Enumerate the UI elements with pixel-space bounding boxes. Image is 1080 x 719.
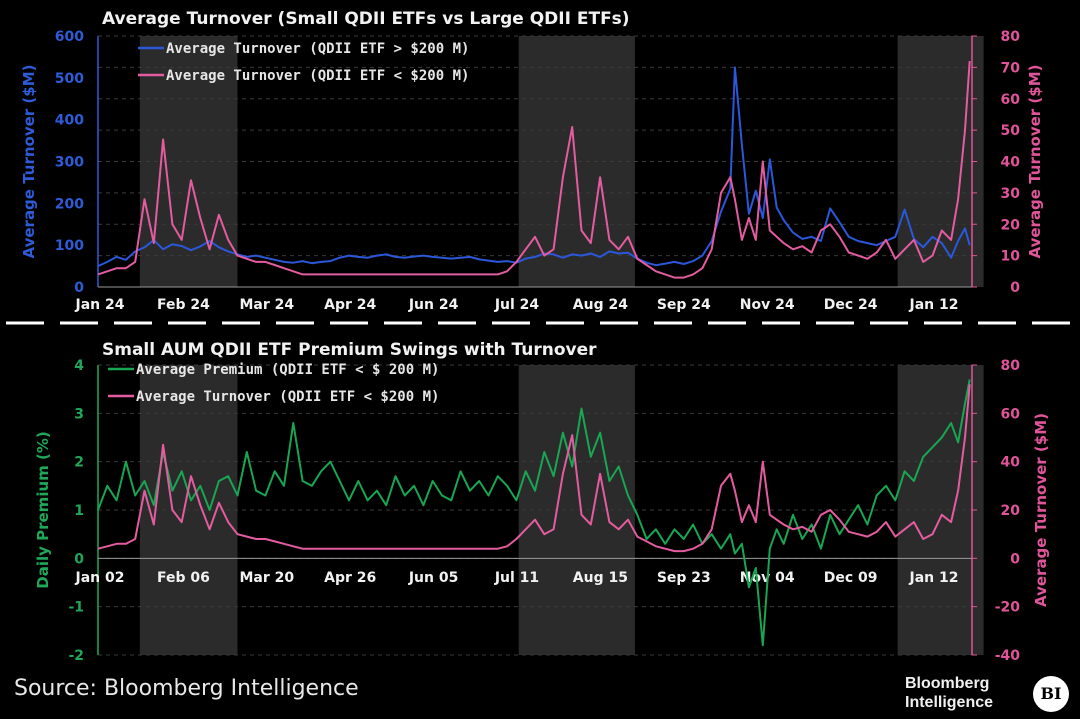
series-line-2 bbox=[97, 61, 971, 279]
x-tick-label: Sep 23 bbox=[657, 570, 711, 586]
left-axis-label: Daily Premium (%) bbox=[34, 431, 52, 588]
right-tick-label: 20 bbox=[1001, 503, 1021, 519]
left-tick-label: 100 bbox=[55, 238, 84, 254]
right-tick-label: 80 bbox=[1001, 29, 1021, 45]
x-axis-ticks: Jan 24 Feb 24 Mar 24 Apr 24 Jun 24 Jul 24 Aug … bbox=[75, 286, 972, 313]
right-axis-label: Average Turnover ($M) bbox=[1032, 413, 1050, 607]
series-line-1 bbox=[97, 66, 971, 268]
left-tick-label: 600 bbox=[55, 29, 84, 45]
turnover-chart: 0 100 200 300 400 500 600 0 10 20 30 40 50 60 70 80 Ja… bbox=[20, 9, 1044, 313]
x-tick-label: Aug 15 bbox=[573, 570, 628, 586]
right-tick-label: 60 bbox=[1001, 406, 1021, 422]
legend-label-small: Average Turnover (QDII ETF < $200 M) bbox=[166, 68, 469, 84]
left-tick-label: 200 bbox=[55, 196, 84, 212]
right-tick-label: 30 bbox=[1001, 186, 1021, 202]
left-tick-label: 300 bbox=[55, 155, 84, 171]
right-tick-label: 0 bbox=[1010, 551, 1020, 567]
chart-title: Average Turnover (Small QDII ETFs vs Lar… bbox=[102, 9, 630, 29]
series-line-1 bbox=[97, 379, 971, 647]
x-tick-label: Jan 02 bbox=[75, 570, 125, 586]
x-tick-label: Jun 24 bbox=[408, 297, 459, 313]
x-tick-label: Jan 12 bbox=[909, 570, 959, 586]
x-tick-label: Feb 24 bbox=[157, 297, 210, 313]
brand-line-2: Intelligence bbox=[905, 694, 994, 711]
left-tick-label: 500 bbox=[55, 71, 84, 87]
legend-label-premium: Average Premium (QDII ETF < $ 200 M) bbox=[136, 362, 439, 378]
left-tick-label: 0 bbox=[74, 551, 84, 567]
x-tick-label: Mar 24 bbox=[239, 297, 294, 313]
left-tick-label: 400 bbox=[55, 113, 84, 129]
x-tick-label: Nov 24 bbox=[740, 297, 795, 313]
premium-chart: -2 -1 0 1 2 3 4 -40 -20 0 20 40 60 80 Jan 02 Feb 06 Ma… bbox=[34, 340, 1050, 664]
right-tick-label: 50 bbox=[1001, 123, 1021, 139]
series-lines bbox=[97, 61, 971, 279]
left-axis-ticks: -2 -1 0 1 2 3 4 bbox=[68, 358, 99, 664]
x-tick-label: Jul 24 bbox=[494, 297, 540, 313]
x-tick-label: Jan 12 bbox=[909, 297, 959, 313]
x-tick-label: Dec 24 bbox=[824, 297, 878, 313]
legend: Average Turnover (QDII ETF > $200 M) Ave… bbox=[138, 41, 469, 84]
right-tick-label: 80 bbox=[1001, 358, 1021, 374]
source-note: Source: Bloomberg Intelligence bbox=[14, 676, 359, 701]
x-tick-label: Sep 24 bbox=[657, 297, 711, 313]
x-axis-ticks: Jan 02 Feb 06 Mar 20 Apr 26 Jun 05 Jul 11 Aug … bbox=[75, 557, 972, 586]
chart-title: Small AUM QDII ETF Premium Swings with T… bbox=[102, 340, 597, 360]
series-lines bbox=[97, 379, 971, 647]
left-tick-label: -2 bbox=[68, 648, 84, 664]
bi-logo-icon: BI bbox=[1033, 676, 1069, 712]
right-axis-label: Average Turnover ($M) bbox=[1026, 65, 1044, 259]
x-tick-label: Apr 26 bbox=[324, 570, 376, 586]
right-axis-ticks: -40 -20 0 20 40 60 80 bbox=[971, 358, 1021, 664]
x-tick-label: Feb 06 bbox=[157, 570, 210, 586]
x-tick-label: Dec 09 bbox=[824, 570, 878, 586]
series-line-2 bbox=[97, 384, 971, 553]
bloomberg-intelligence-logo: Bloomberg Intelligence bbox=[905, 674, 993, 712]
x-tick-label: Jul 11 bbox=[494, 570, 539, 586]
legend-label-large: Average Turnover (QDII ETF > $200 M) bbox=[166, 41, 469, 57]
right-tick-label: 70 bbox=[1001, 60, 1021, 76]
left-tick-label: -1 bbox=[68, 600, 84, 616]
x-tick-label: Jan 24 bbox=[75, 297, 125, 313]
right-tick-label: 40 bbox=[1001, 455, 1021, 471]
x-tick-label: Jun 05 bbox=[408, 570, 459, 586]
x-tick-label: Mar 20 bbox=[239, 570, 294, 586]
shaded-period bbox=[518, 365, 635, 655]
right-tick-label: -20 bbox=[995, 600, 1021, 616]
right-tick-label: 0 bbox=[1010, 280, 1020, 296]
left-tick-label: 2 bbox=[74, 455, 84, 471]
left-axis-ticks: 0 100 200 300 400 500 600 bbox=[55, 29, 99, 296]
left-tick-label: 0 bbox=[74, 280, 84, 296]
x-tick-label: Aug 24 bbox=[573, 297, 628, 313]
right-tick-label: 40 bbox=[1001, 155, 1021, 171]
right-axis-ticks: 0 10 20 30 40 50 60 70 80 bbox=[971, 29, 1021, 296]
brand-line-1: Bloomberg bbox=[905, 675, 990, 692]
right-tick-label: 20 bbox=[1001, 217, 1021, 233]
right-tick-label: -40 bbox=[995, 648, 1021, 664]
shaded-periods bbox=[139, 36, 984, 287]
x-tick-label: Apr 24 bbox=[324, 297, 376, 313]
legend-label-turnover: Average Turnover (QDII ETF < $200 M) bbox=[136, 389, 439, 405]
right-tick-label: 10 bbox=[1001, 249, 1021, 265]
left-axis-label: Average Turnover ($M) bbox=[20, 65, 38, 259]
right-tick-label: 60 bbox=[1001, 92, 1021, 108]
legend: Average Premium (QDII ETF < $ 200 M) Ave… bbox=[108, 362, 439, 405]
left-tick-label: 4 bbox=[74, 358, 84, 374]
left-tick-label: 3 bbox=[74, 406, 84, 422]
left-tick-label: 1 bbox=[74, 503, 84, 519]
